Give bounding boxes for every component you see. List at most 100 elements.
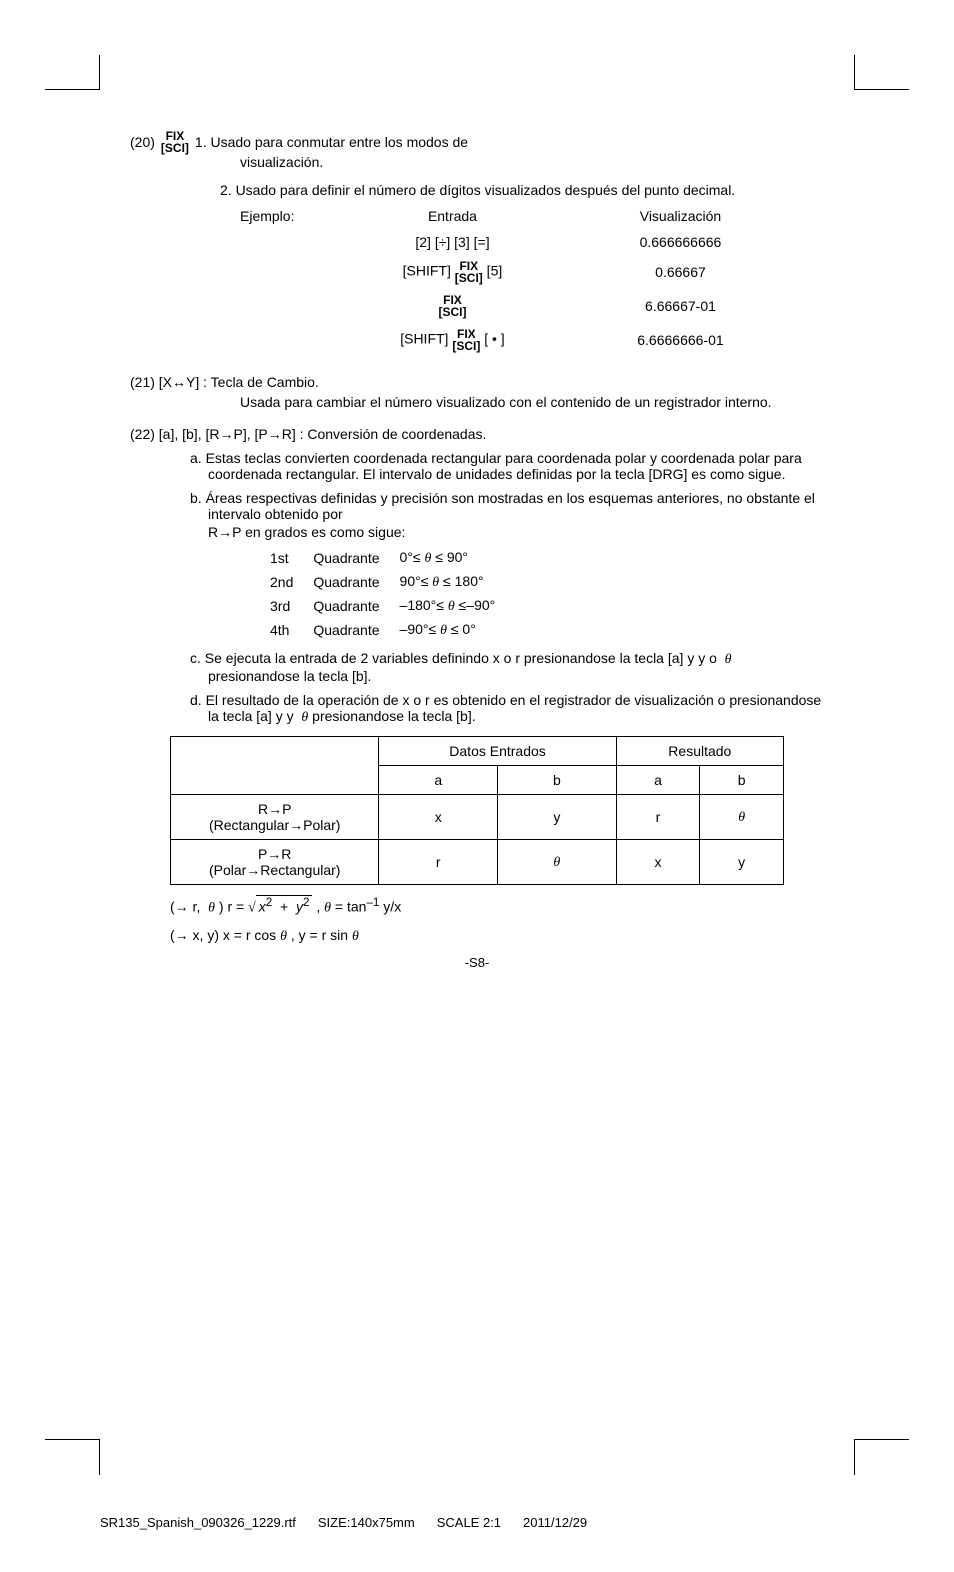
crop-mark bbox=[854, 55, 855, 90]
quad-range: 0°≤ θ ≤ 90° bbox=[390, 546, 506, 570]
item-22-d: d. El resultado de la operación de x o r… bbox=[190, 692, 824, 726]
result-blank bbox=[171, 737, 379, 795]
cell: y bbox=[700, 840, 784, 885]
fix-sci-key-icon: FIX[SCI] bbox=[455, 260, 483, 284]
page: (20) FIX [SCI] 1. Usado para conmutar en… bbox=[0, 0, 954, 1560]
footer-date: 2011/12/29 bbox=[523, 1515, 587, 1530]
item-22-b: b. Áreas respectivas definidas y precisi… bbox=[190, 490, 824, 522]
example-header-vis: Visualización bbox=[602, 204, 758, 228]
example-vis: 6.66667-01 bbox=[602, 290, 758, 322]
footer-scale: SCALE 2:1 bbox=[437, 1515, 501, 1530]
entry-pre: [SHIFT] bbox=[403, 263, 455, 279]
col-a: a bbox=[379, 766, 498, 795]
footer: SR135_Spanish_090326_1229.rtf SIZE:140x7… bbox=[100, 1515, 894, 1530]
cell: y bbox=[498, 795, 617, 840]
quadrant-row: 2ndQuadrante90°≤ θ ≤ 180° bbox=[260, 570, 505, 594]
result-table: Datos Entrados Resultado a b a b R→P(Rec… bbox=[170, 736, 784, 885]
cell: x bbox=[616, 840, 700, 885]
item-20-desc1-cont: visualización. bbox=[240, 154, 824, 170]
footer-size: SIZE:140x75mm bbox=[318, 1515, 415, 1530]
quad-label: Quadrante bbox=[303, 594, 389, 618]
quadrant-table: 1stQuadrante0°≤ θ ≤ 90° 2ndQuadrante90°≤… bbox=[260, 546, 505, 642]
crop-mark bbox=[45, 89, 100, 90]
footer-filename: SR135_Spanish_090326_1229.rtf bbox=[100, 1515, 296, 1530]
quad-n: 2nd bbox=[260, 570, 303, 594]
quadrant-row: 4thQuadrante–90°≤ θ ≤ 0° bbox=[260, 618, 505, 642]
col-a: a bbox=[616, 766, 700, 795]
col-b: b bbox=[498, 766, 617, 795]
quad-n: 3rd bbox=[260, 594, 303, 618]
fix-sci-key-icon: FIX[SCI] bbox=[452, 328, 480, 352]
item-20-desc1: 1. Usado para conmutar entre los modos d… bbox=[195, 134, 468, 150]
sci-label: [SCI] bbox=[452, 340, 480, 352]
label-line1: R→P bbox=[258, 801, 291, 817]
result-row: R→P(Rectangular→Polar) x y r θ bbox=[171, 795, 784, 840]
example-table: Ejemplo: Entrada Visualización [2] [÷] [… bbox=[230, 202, 760, 358]
example-entry: [SHIFT] FIX[SCI] [5] bbox=[304, 256, 600, 288]
example-header-entry: Entrada bbox=[304, 204, 600, 228]
result-header-data: Datos Entrados bbox=[379, 737, 616, 766]
crop-mark bbox=[854, 89, 909, 90]
quad-range: –90°≤ θ ≤ 0° bbox=[390, 618, 506, 642]
item-22-a: a. Estas teclas convierten coordenada re… bbox=[190, 450, 824, 482]
item-22-c: c. Se ejecuta la entrada de 2 variables … bbox=[190, 650, 824, 684]
example-row: [SHIFT] FIX[SCI] [5] 0.66667 bbox=[232, 256, 758, 288]
item-22-b-cont: R→P en grados es como sigue: bbox=[208, 524, 824, 540]
item-22-header: (22) [a], [b], [R→P], [P→R] : Conversión… bbox=[130, 426, 824, 442]
example-entry: [SHIFT] FIX[SCI] [ • ] bbox=[304, 324, 600, 356]
result-header-result: Resultado bbox=[616, 737, 783, 766]
quadrant-row: 1stQuadrante0°≤ θ ≤ 90° bbox=[260, 546, 505, 570]
crop-mark bbox=[45, 1439, 100, 1440]
label-line1: P→R bbox=[258, 846, 291, 862]
example-row: FIX[SCI] 6.66667-01 bbox=[232, 290, 758, 322]
item-21-desc: Usada para cambiar el número visualizado… bbox=[240, 394, 824, 410]
row-label: P→R(Polar→Rectangular) bbox=[171, 840, 379, 885]
entry-pre: [SHIFT] bbox=[400, 331, 452, 347]
example-entry: [2] [÷] [3] [=] bbox=[304, 230, 600, 254]
sci-label: [SCI] bbox=[455, 272, 483, 284]
entry-post: [5] bbox=[483, 263, 502, 279]
quad-n: 1st bbox=[260, 546, 303, 570]
example-row: [2] [÷] [3] [=] 0.666666666 bbox=[232, 230, 758, 254]
crop-mark bbox=[99, 1440, 100, 1475]
cell: x bbox=[379, 795, 498, 840]
example-vis: 6.6666666-01 bbox=[602, 324, 758, 356]
entry-post: [ • ] bbox=[480, 331, 504, 347]
content-area: (20) FIX [SCI] 1. Usado para conmutar en… bbox=[100, 90, 854, 980]
quad-range: 90°≤ θ ≤ 180° bbox=[390, 570, 506, 594]
example-vis: 0.666666666 bbox=[602, 230, 758, 254]
item-20-desc2: 2. Usado para definir el número de dígit… bbox=[220, 182, 824, 198]
cell: θ bbox=[700, 795, 784, 840]
page-number: -S8- bbox=[130, 955, 824, 970]
formula-r-theta: (→ r, θ ) r = √x2 + y2 , θ = tan–1 y/x bbox=[170, 895, 824, 917]
crop-mark bbox=[854, 1440, 855, 1475]
quadrant-row: 3rdQuadrante–180°≤ θ ≤–90° bbox=[260, 594, 505, 618]
quad-n: 4th bbox=[260, 618, 303, 642]
sci-label: [SCI] bbox=[161, 142, 189, 154]
label-line2: (Polar→Rectangular) bbox=[209, 862, 341, 878]
quad-label: Quadrante bbox=[303, 570, 389, 594]
quad-range: –180°≤ θ ≤–90° bbox=[390, 594, 506, 618]
fix-sci-key-icon: FIX[SCI] bbox=[438, 294, 466, 318]
cell: r bbox=[379, 840, 498, 885]
sci-label: [SCI] bbox=[438, 306, 466, 318]
example-label: Ejemplo: bbox=[232, 204, 302, 228]
row-label: R→P(Rectangular→Polar) bbox=[171, 795, 379, 840]
example-entry: FIX[SCI] bbox=[304, 290, 600, 322]
item-20-number: (20) bbox=[130, 134, 155, 150]
example-row: [SHIFT] FIX[SCI] [ • ] 6.6666666-01 bbox=[232, 324, 758, 356]
label-line2: (Rectangular→Polar) bbox=[209, 817, 341, 833]
fix-sci-key-icon: FIX [SCI] bbox=[161, 130, 189, 154]
example-vis: 0.66667 bbox=[602, 256, 758, 288]
crop-mark bbox=[99, 55, 100, 90]
crop-mark bbox=[854, 1439, 909, 1440]
item-20-header: (20) FIX [SCI] 1. Usado para conmutar en… bbox=[130, 130, 824, 154]
col-b: b bbox=[700, 766, 784, 795]
result-row: P→R(Polar→Rectangular) r θ x y bbox=[171, 840, 784, 885]
item-21-header: (21) [X↔Y] : Tecla de Cambio. bbox=[130, 374, 824, 390]
formula-x-y: (→ x, y) x = r cos θ , y = r sin θ bbox=[170, 927, 824, 945]
quad-label: Quadrante bbox=[303, 618, 389, 642]
cell: r bbox=[616, 795, 700, 840]
cell: θ bbox=[498, 840, 617, 885]
quad-label: Quadrante bbox=[303, 546, 389, 570]
